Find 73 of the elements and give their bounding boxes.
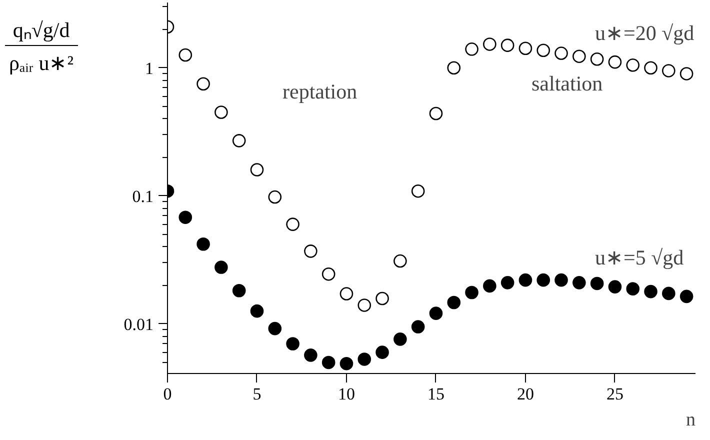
point — [500, 38, 514, 52]
point — [447, 61, 461, 75]
y-tick-label: 1 — [145, 58, 154, 78]
point — [394, 332, 407, 346]
point — [447, 296, 461, 310]
point — [178, 48, 192, 62]
x-tick-label: 10 — [338, 384, 355, 404]
point — [429, 106, 443, 120]
point — [483, 279, 496, 293]
y-axis-title: qₙ√g/d ρₐᵢᵣ u∗² — [8, 17, 75, 77]
x-tick-label: 0 — [163, 384, 172, 404]
point — [358, 352, 372, 366]
point — [518, 42, 532, 56]
point — [572, 50, 586, 63]
x-tick-label: 5 — [252, 384, 262, 404]
point — [536, 273, 550, 287]
annotation: saltation — [532, 72, 604, 96]
x-tick-label: 15 — [427, 384, 444, 404]
point — [590, 276, 604, 290]
point — [465, 286, 478, 300]
point — [214, 260, 228, 274]
point — [304, 348, 318, 362]
point — [394, 254, 407, 268]
point — [322, 267, 336, 281]
point — [590, 52, 604, 66]
point — [232, 284, 246, 298]
point — [572, 276, 586, 290]
point — [680, 290, 694, 304]
point — [214, 106, 228, 119]
point — [483, 38, 496, 51]
point — [376, 292, 389, 306]
point — [268, 190, 282, 204]
point — [322, 356, 336, 370]
y-tick-label: 0.01 — [124, 314, 154, 334]
point — [626, 58, 640, 72]
point — [411, 184, 425, 198]
point — [608, 280, 622, 294]
x-tick-label: 20 — [516, 384, 534, 404]
point — [411, 320, 425, 334]
point — [662, 286, 676, 300]
point — [250, 304, 264, 318]
point — [250, 163, 264, 176]
point — [465, 42, 478, 56]
point — [232, 134, 246, 148]
point — [286, 218, 300, 231]
point — [429, 306, 443, 320]
point — [376, 346, 389, 359]
x-tick-label: 25 — [606, 384, 624, 404]
point — [358, 298, 372, 312]
x-axis-title: n — [686, 410, 696, 430]
point — [304, 244, 318, 258]
point — [178, 210, 192, 224]
point — [340, 287, 354, 300]
point — [268, 322, 282, 336]
point — [680, 67, 694, 80]
point — [196, 77, 210, 90]
point — [518, 273, 532, 287]
point — [644, 61, 658, 75]
annotation: reptation — [282, 80, 358, 104]
point — [500, 276, 514, 290]
point — [644, 284, 658, 298]
point — [626, 282, 640, 296]
series-label: u∗=20 √gd — [595, 21, 695, 46]
point — [340, 356, 354, 370]
point — [554, 46, 568, 60]
point — [608, 55, 622, 69]
point — [536, 44, 550, 57]
point — [662, 64, 676, 78]
point — [196, 237, 210, 251]
series-label: u∗=5 √gd — [595, 245, 684, 270]
point — [554, 273, 568, 287]
point — [286, 337, 300, 350]
y-tick-label: 0.1 — [132, 186, 154, 206]
